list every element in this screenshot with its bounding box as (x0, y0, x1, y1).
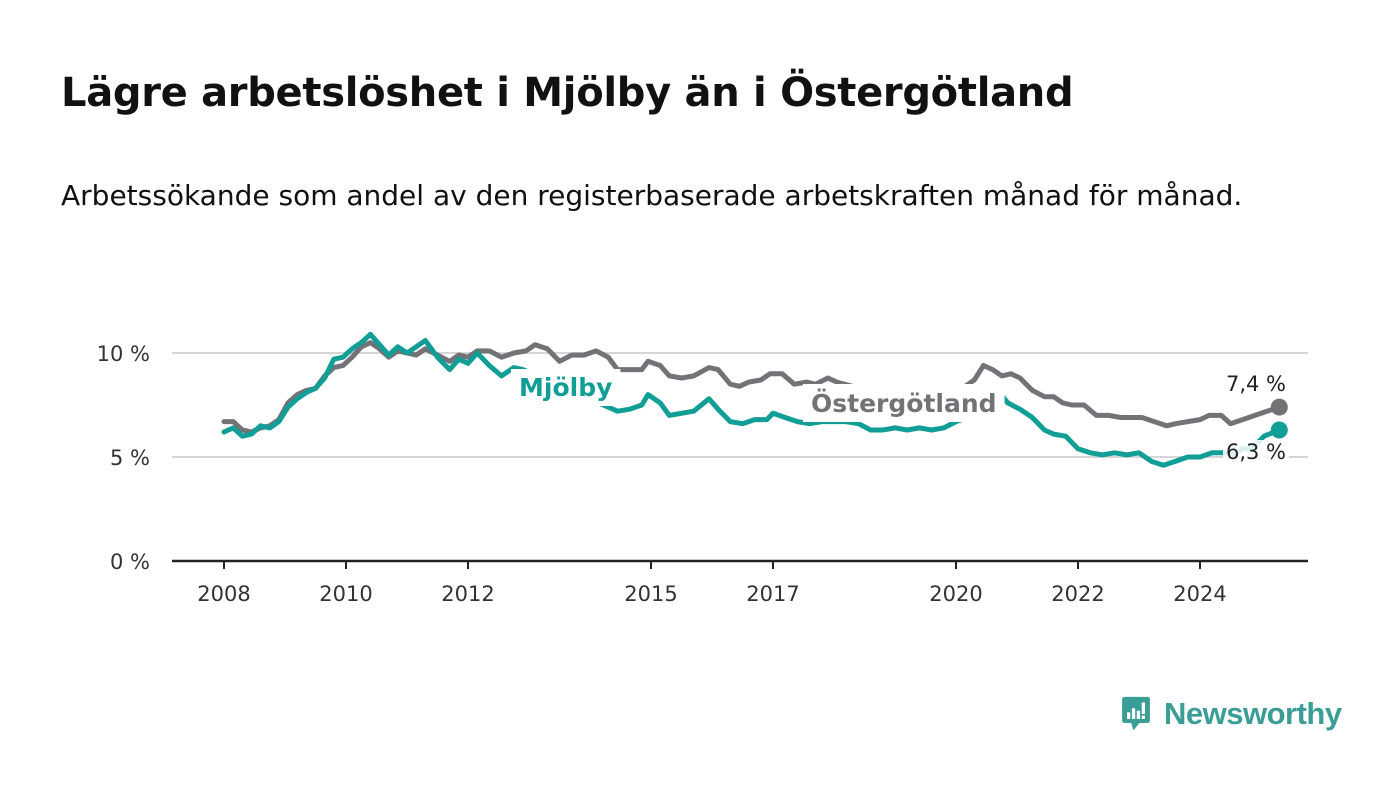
end-dot-mjolby (1270, 421, 1288, 439)
chart-title: Lägre arbetslöshet i Mjölby än i Östergö… (61, 70, 1074, 116)
end-label-halo (1222, 440, 1290, 464)
series-line-ostergotland (221, 340, 1282, 435)
series-line-mjolby (221, 331, 1282, 468)
y-tick-label: 10 % (97, 342, 150, 366)
label-halo (511, 369, 621, 406)
series-lines (221, 331, 1282, 468)
y-tick-label: 0 % (110, 550, 150, 574)
end-label-ostergotland: 7,4 % (1226, 372, 1286, 396)
series-label-mjolby: Mjölby (519, 373, 612, 402)
series-labels: Mjölby Östergötland (511, 369, 1005, 422)
x-tick-label: 2012 (441, 582, 494, 606)
x-tick-label: 2022 (1051, 582, 1104, 606)
newsworthy-chart-bubble-icon (1122, 696, 1150, 731)
y-tick-label: 5 % (110, 446, 150, 470)
x-tick-label: 2008 (197, 582, 250, 606)
newsworthy-logo: Newsworthy (1118, 690, 1342, 738)
x-tick-label: 2015 (624, 582, 677, 606)
end-markers: 7,4 % 6,3 % (1222, 372, 1290, 464)
x-tick-label: 2020 (929, 582, 982, 606)
label-halo (803, 384, 1005, 422)
x-tick-label: 2017 (746, 582, 799, 606)
end-dot-ostergotland (1270, 398, 1288, 416)
x-axis-ticks: 2008 2010 2012 2015 2017 2020 2022 2024 (197, 561, 1227, 606)
series-label-ostergotland: Östergötland (811, 388, 997, 418)
end-label-mjolby: 6,3 % (1226, 440, 1286, 464)
y-axis-labels: 0 % 5 % 10 % (97, 342, 150, 574)
chart-subtitle: Arbetssökande som andel av den registerb… (61, 179, 1243, 212)
brand-name: Newsworthy (1164, 696, 1342, 731)
gridlines (172, 352, 1308, 458)
x-tick-label: 2010 (319, 582, 372, 606)
end-label-halo (1222, 372, 1290, 396)
x-tick-label: 2024 (1173, 582, 1226, 606)
